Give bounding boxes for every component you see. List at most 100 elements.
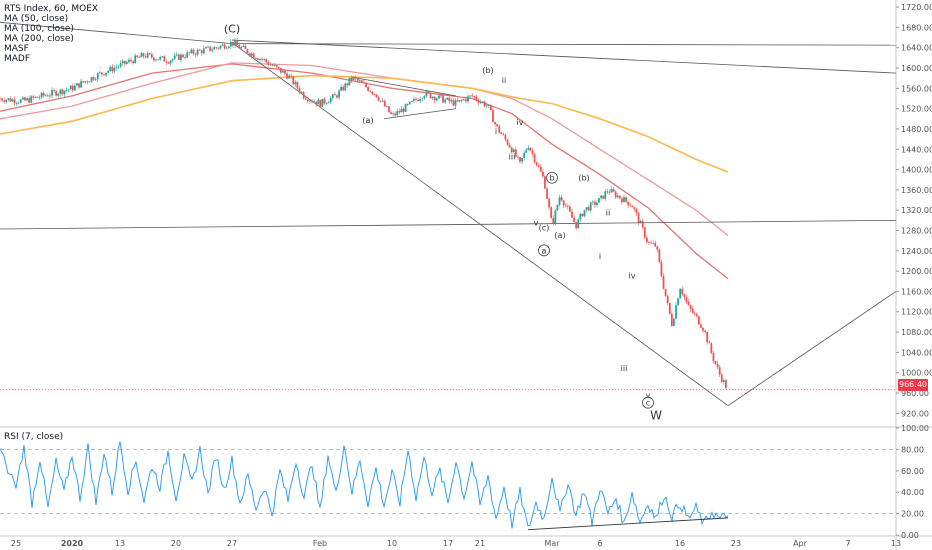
candle-body — [462, 99, 465, 101]
candle-body — [706, 331, 709, 343]
candle-body — [142, 53, 145, 57]
candle-body — [527, 147, 530, 150]
candle-body — [98, 72, 101, 74]
candle-body — [398, 111, 401, 113]
candle-body — [591, 201, 594, 203]
candle-body — [361, 80, 363, 83]
candle-body — [554, 210, 557, 224]
candle-body — [510, 147, 513, 153]
price-tick-label: 1680.00 — [901, 23, 932, 32]
candle-body — [544, 176, 546, 189]
candle-body — [175, 54, 178, 56]
moving-averages — [0, 62, 729, 280]
legend-ma200[interactable]: MA (200, close) — [4, 34, 74, 44]
candle-body — [556, 204, 559, 211]
candle-body — [400, 108, 403, 113]
candle-body — [365, 83, 367, 88]
legend-madf[interactable]: MADF — [4, 54, 31, 64]
candle-body — [140, 53, 143, 58]
candle-body — [381, 100, 384, 102]
legend-title[interactable]: RTS Index, 60, MOEX — [4, 4, 99, 14]
candle-body — [583, 209, 586, 217]
price-tick-label: 920.00 — [901, 409, 929, 418]
wave-label: (a) — [554, 231, 565, 240]
candle-body — [0, 98, 1, 100]
rsi-tick-label: 40.00 — [901, 488, 924, 497]
candle-body — [356, 78, 359, 81]
candle-body — [130, 59, 132, 62]
time-tick-label: 6 — [597, 539, 602, 548]
trendline — [351, 76, 457, 97]
price-tick-label: 1000.00 — [901, 369, 932, 378]
candle-body — [648, 242, 650, 243]
wave-label: ii — [502, 76, 506, 85]
candle-body — [78, 83, 80, 88]
candle-body — [232, 41, 234, 46]
rsi-divergence-line — [527, 517, 729, 531]
candles — [0, 38, 727, 390]
time-tick-label: 20 — [171, 539, 181, 548]
candle-body — [225, 47, 228, 49]
candle-body — [442, 95, 444, 103]
candle-body — [641, 221, 644, 228]
ma-line — [0, 63, 729, 280]
candle-body — [144, 56, 147, 58]
candle-body — [311, 100, 313, 102]
candle-body — [481, 101, 484, 103]
price-tick-label: 1520.00 — [901, 105, 932, 114]
candle-body — [504, 135, 507, 140]
candle-body — [219, 45, 222, 49]
candle-body — [514, 149, 517, 157]
time-tick-label: 27 — [227, 539, 237, 548]
candle-body — [153, 57, 155, 61]
time-tick-label: Feb — [313, 539, 327, 548]
legend-masf[interactable]: MASF — [4, 44, 29, 54]
candle-body — [475, 96, 478, 101]
wave-label: v — [534, 218, 539, 227]
candle-body — [209, 46, 211, 51]
candle-body — [718, 367, 721, 375]
wave-label: (C) — [224, 22, 240, 35]
candle-body — [267, 62, 270, 65]
wave-label: W — [650, 408, 662, 422]
candle-body — [9, 98, 12, 102]
candle-body — [408, 101, 411, 105]
candle-body — [452, 100, 455, 106]
candle-body — [454, 100, 457, 106]
candle-body — [7, 98, 10, 100]
candle-body — [136, 55, 139, 57]
candle-body — [34, 96, 37, 98]
rsi-label[interactable]: RSI (7, close) — [4, 432, 64, 442]
candle-body — [390, 112, 392, 114]
candle-body — [606, 191, 609, 193]
candle-body — [163, 56, 166, 62]
candle-body — [656, 246, 659, 250]
candle-body — [44, 95, 47, 97]
candle-body — [92, 77, 95, 80]
candle-body — [55, 91, 58, 96]
candle-body — [610, 189, 613, 193]
candle-body — [177, 54, 180, 60]
candle-body — [109, 66, 112, 71]
candle-body — [383, 101, 386, 107]
candle-body — [317, 100, 320, 105]
rsi-tick-label: 20.00 — [901, 510, 924, 519]
candle-body — [49, 95, 51, 97]
candle-body — [388, 106, 390, 113]
candle-body — [298, 88, 301, 93]
candle-body — [296, 82, 299, 89]
legend-ma50[interactable]: MA (50, close) — [4, 14, 69, 24]
candle-body — [614, 191, 617, 198]
candle-body — [146, 53, 149, 58]
candle-body — [202, 48, 205, 54]
candle-body — [117, 66, 120, 68]
price-tick-label: 1360.00 — [901, 186, 932, 195]
candle-body — [379, 100, 382, 102]
candle-body — [571, 211, 573, 218]
candle-body — [336, 95, 338, 98]
candle-body — [217, 47, 220, 49]
rsi-tick-label: 0.00 — [901, 531, 919, 540]
candle-body — [531, 150, 534, 155]
legend-ma100[interactable]: MA (100, close) — [4, 24, 74, 34]
